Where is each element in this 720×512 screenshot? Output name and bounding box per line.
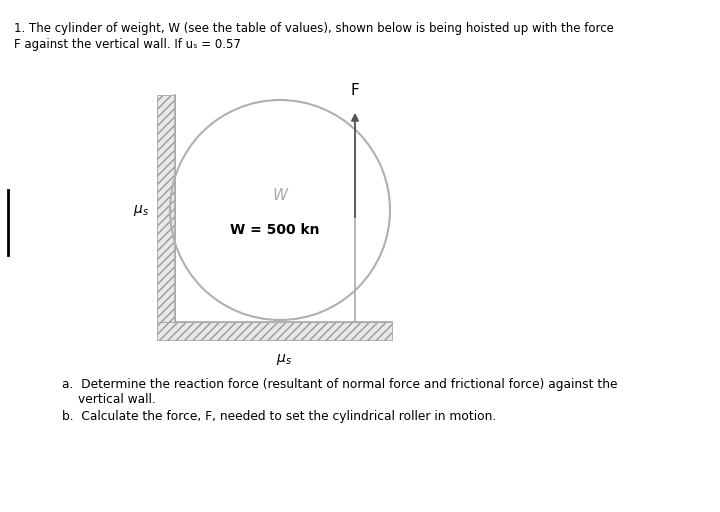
Text: F against the vertical wall. If uₛ = 0.57: F against the vertical wall. If uₛ = 0.5… <box>14 38 241 51</box>
Text: vertical wall.: vertical wall. <box>78 393 156 406</box>
Text: b.  Calculate the force, F, needed to set the cylindrical roller in motion.: b. Calculate the force, F, needed to set… <box>62 410 496 423</box>
Text: $\mu_s$: $\mu_s$ <box>133 203 149 218</box>
Text: W = 500 kn: W = 500 kn <box>230 223 320 237</box>
Bar <box>157 322 392 340</box>
Text: 1. The cylinder of weight, W (see the table of values), shown below is being hoi: 1. The cylinder of weight, W (see the ta… <box>14 22 614 35</box>
Text: a.  Determine the reaction force (resultant of normal force and frictional force: a. Determine the reaction force (resulta… <box>62 378 618 391</box>
Bar <box>157 95 175 322</box>
Text: $\mu_s$: $\mu_s$ <box>276 352 292 367</box>
Text: F: F <box>351 83 359 98</box>
Text: W: W <box>272 187 287 203</box>
